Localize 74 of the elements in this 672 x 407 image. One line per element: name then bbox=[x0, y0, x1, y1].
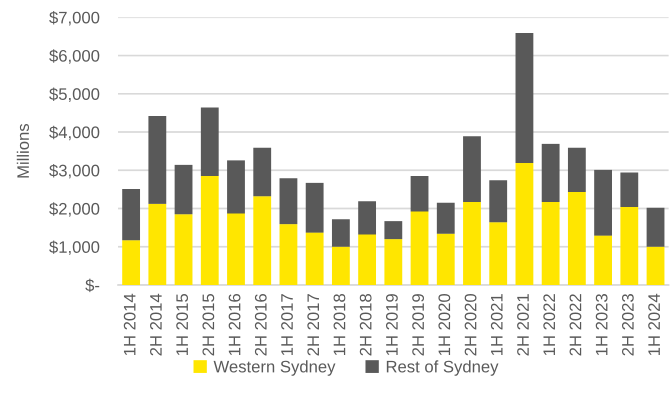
bar bbox=[463, 202, 481, 285]
y-tick-label: $3,000 bbox=[49, 164, 100, 178]
x-tick-label: 1H 2022 bbox=[543, 294, 556, 356]
x-tick-label: 1H 2018 bbox=[334, 294, 346, 356]
bar bbox=[436, 202, 455, 234]
bar bbox=[594, 236, 612, 285]
x-tick-label: 2H 2019 bbox=[412, 294, 424, 356]
x-tick-label: 2H 2015 bbox=[202, 294, 214, 356]
y-axis-title: Millions bbox=[16, 124, 30, 178]
y-tick-label: $2,000 bbox=[49, 202, 100, 217]
bar bbox=[384, 239, 402, 285]
bar bbox=[384, 221, 402, 240]
bar bbox=[489, 222, 508, 285]
x-tick-label: 1H 2017 bbox=[281, 294, 293, 356]
legend-label: Rest of Sydney bbox=[386, 360, 498, 376]
bar bbox=[306, 182, 324, 233]
bar bbox=[620, 206, 638, 285]
bar bbox=[148, 204, 166, 285]
bar bbox=[332, 219, 350, 247]
bar bbox=[646, 246, 664, 285]
x-tick-label: 2H 2022 bbox=[570, 294, 582, 356]
bar bbox=[646, 208, 664, 247]
legend-label: Western Sydney bbox=[214, 360, 336, 376]
bar bbox=[620, 172, 638, 207]
bar bbox=[489, 180, 508, 222]
x-tick-label: 2H 2018 bbox=[360, 294, 372, 356]
bar bbox=[148, 116, 166, 204]
x-tick-label: 2H 2014 bbox=[150, 294, 162, 356]
x-tick-label: 1H 2024 bbox=[648, 294, 660, 356]
y-tick-label: $1,000 bbox=[49, 240, 100, 255]
bar bbox=[174, 214, 192, 285]
y-tick-label: $5,000 bbox=[49, 87, 100, 102]
bar bbox=[122, 240, 140, 285]
bar bbox=[463, 136, 481, 202]
bar bbox=[594, 170, 612, 236]
bar bbox=[358, 201, 376, 235]
x-tick-label: 1H 2016 bbox=[228, 294, 240, 356]
bar bbox=[227, 160, 245, 214]
bar bbox=[253, 148, 272, 196]
x-tick-label: 2H 2016 bbox=[254, 294, 267, 356]
bar bbox=[358, 234, 376, 285]
bar bbox=[200, 176, 219, 285]
x-tick-label: 1H 2019 bbox=[386, 294, 398, 356]
bar bbox=[227, 213, 245, 285]
bar bbox=[516, 32, 534, 163]
x-tick-label: 2H 2017 bbox=[307, 294, 320, 356]
x-tick-label: 1H 2015 bbox=[176, 294, 188, 356]
bar bbox=[306, 232, 324, 285]
x-tick-label: 1H 2014 bbox=[124, 294, 136, 356]
x-tick-label: 1H 2023 bbox=[596, 294, 608, 356]
x-tick-label: 1H 2021 bbox=[490, 294, 503, 356]
bar bbox=[280, 224, 298, 285]
x-tick-label: 2H 2020 bbox=[464, 294, 476, 356]
y-tick-label: $7,000 bbox=[49, 11, 100, 26]
bar bbox=[516, 162, 534, 285]
bar bbox=[410, 212, 428, 285]
bar bbox=[410, 176, 428, 212]
x-tick-label: 2H 2023 bbox=[622, 294, 634, 356]
x-tick-label: 1H 2020 bbox=[438, 294, 450, 356]
x-tick-label: 2H 2021 bbox=[517, 294, 529, 356]
bar bbox=[174, 164, 192, 214]
y-tick-label: $6,000 bbox=[49, 49, 100, 64]
bar bbox=[542, 202, 560, 285]
bar bbox=[280, 178, 298, 224]
y-tick-label: $- bbox=[85, 278, 100, 292]
bar bbox=[568, 148, 586, 192]
bar bbox=[253, 196, 272, 285]
y-tick-label: $4,000 bbox=[49, 126, 100, 140]
bar bbox=[436, 234, 455, 285]
bar bbox=[122, 189, 140, 240]
bar bbox=[542, 144, 560, 202]
bar bbox=[200, 108, 219, 176]
bar bbox=[568, 192, 586, 285]
bar bbox=[332, 246, 350, 285]
